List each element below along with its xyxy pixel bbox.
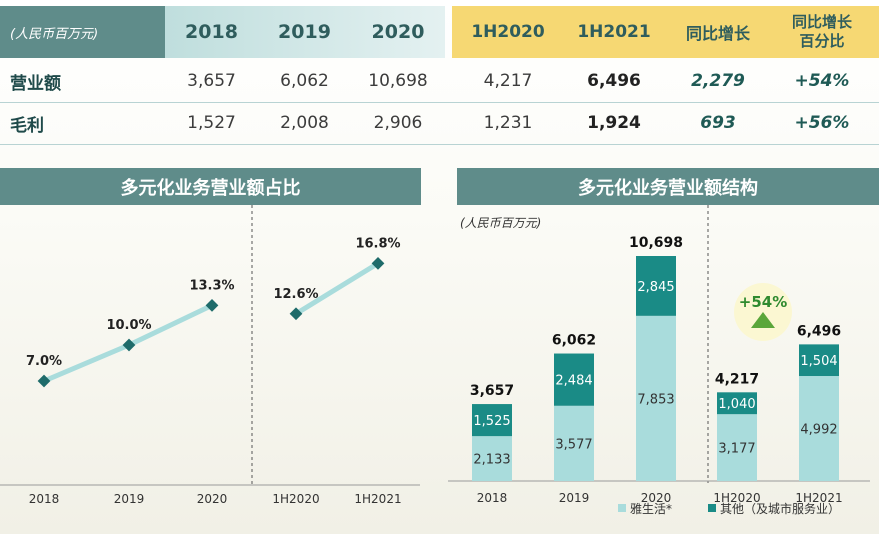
segment-label-bottom: 2,133	[473, 453, 510, 468]
table-cell: 2,279	[691, 71, 745, 91]
x-tick-label: 1H2020	[713, 491, 760, 505]
table-cell: 1,231	[483, 113, 533, 133]
growth-callout: +54%	[734, 283, 792, 341]
table-cell: 1,527	[187, 113, 236, 133]
data-point-marker	[371, 257, 385, 270]
table-cell: 1,924	[587, 113, 641, 133]
col-header-2019: 2019	[278, 21, 331, 43]
row-label-revenue: 营业额	[10, 73, 61, 94]
bar-total-label: 6,496	[797, 323, 841, 339]
bar-segment-yashenghuo	[717, 414, 757, 481]
bar-segment-yashenghuo	[799, 376, 839, 481]
x-tick-label: 1H2021	[795, 491, 842, 505]
bar-segment-yashenghuo	[554, 405, 594, 481]
x-tick-label: 2018	[29, 492, 60, 506]
bar-segment-other	[472, 404, 512, 437]
x-tick-label: 1H2021	[354, 492, 401, 506]
table-cell: 6,496	[587, 71, 641, 91]
data-label: 16.8%	[355, 236, 400, 251]
table-cell: 2,008	[280, 113, 329, 133]
data-label: 12.6%	[273, 287, 318, 302]
bar-unit-label: (人民币百万元)	[460, 216, 541, 230]
unit-header-bg	[0, 6, 165, 58]
row-label-gross-profit: 毛利	[10, 115, 44, 136]
segment-label-bottom: 4,992	[800, 423, 837, 438]
unit-label: (人民币百万元)	[10, 26, 99, 42]
x-tick-label: 2019	[114, 492, 145, 506]
x-tick-label: 2020	[641, 491, 672, 505]
segment-label-bottom: 7,853	[637, 392, 674, 407]
segment-label-top: 2,484	[555, 374, 592, 389]
data-label: 7.0%	[26, 354, 62, 369]
col-header-1h2020: 1H2020	[471, 22, 545, 42]
up-arrow-icon	[751, 312, 775, 328]
legend-swatch-yashenghuo	[618, 504, 626, 512]
x-tick-label: 1H2020	[272, 492, 319, 506]
bar-total-label: 4,217	[715, 371, 759, 387]
bar-segment-yashenghuo	[636, 315, 676, 481]
bar-total-label: 10,698	[629, 235, 683, 251]
segment-label-top: 1,504	[800, 354, 837, 369]
structure-chart-title: 多元化业务营业额结构	[457, 168, 879, 205]
financial-summary-table: (人民币百万元) 2018 2019 2020 1H2020 1H2021 同比…	[0, 0, 879, 145]
segment-label-bottom: 3,177	[718, 442, 755, 457]
col-header-yoy: 同比增长	[685, 24, 750, 43]
bar-total-label: 3,657	[470, 383, 514, 399]
legend-label-other: 其他（及城市服务业）	[720, 501, 840, 516]
table-cell: 693	[700, 113, 736, 133]
x-tick-label: 2019	[559, 491, 590, 505]
table-cell: 2,906	[373, 113, 423, 133]
table-cell: +54%	[794, 71, 850, 91]
segment-label-top: 2,845	[637, 280, 674, 295]
row-divider	[0, 144, 879, 145]
row-divider	[0, 102, 879, 103]
segment-label-top: 1,525	[473, 414, 510, 429]
col-header-1h2021: 1H2021	[577, 22, 651, 42]
series-line-half-year	[293, 260, 381, 317]
data-label: 13.3%	[189, 278, 234, 293]
legend-swatch-other	[708, 504, 716, 512]
col-header-yoy-pct: 同比增长 百分比	[791, 13, 852, 50]
data-label: 10.0%	[106, 318, 151, 333]
table-cell: 10,698	[368, 71, 428, 91]
bar-total-label: 6,062	[552, 333, 596, 349]
share-chart-title: 多元化业务营业额占比	[0, 168, 421, 205]
bar-segment-yashenghuo	[472, 436, 512, 481]
table-cell: 3,657	[187, 71, 236, 91]
table-cell: +56%	[794, 113, 850, 133]
x-tick-label: 2018	[477, 491, 508, 505]
bar-segment-other	[799, 344, 839, 377]
data-point-marker	[205, 299, 219, 312]
halfyear-header-bg	[452, 6, 879, 58]
growth-callout-label: +54%	[739, 293, 787, 311]
segment-label-bottom: 3,577	[555, 437, 592, 452]
legend: 雅生活* 其他（及城市服务业）	[618, 501, 840, 516]
table-cell: 6,062	[280, 71, 329, 91]
table-cell: 4,217	[483, 71, 533, 91]
segment-label-top: 1,040	[718, 397, 755, 412]
col-header-2020: 2020	[371, 21, 425, 43]
share-line-chart: 7.0% 10.0% 13.3% 12.6% 16.8% 2018 2019 2020 1H20…	[0, 205, 420, 506]
legend-label-yashenghuo: 雅生活*	[630, 501, 672, 516]
data-point-marker	[122, 338, 136, 352]
bar-segment-other	[554, 353, 594, 406]
annual-header-bg	[165, 6, 445, 58]
col-header-2018: 2018	[185, 21, 238, 43]
data-point-marker	[37, 374, 51, 388]
bar-segment-other	[636, 256, 676, 316]
x-tick-label: 2020	[197, 492, 228, 506]
bar-segment-other	[717, 392, 757, 415]
structure-bar-chart: (人民币百万元) 雅生活* 其他（及城市服务业） +54% 2,133 1,525…	[448, 205, 870, 516]
